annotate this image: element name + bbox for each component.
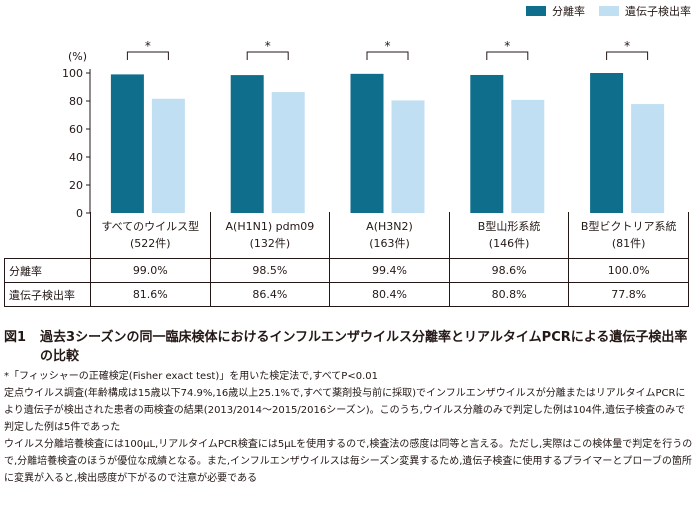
- significance-bracket: [366, 51, 409, 60]
- category-count: (163件): [369, 237, 410, 250]
- y-tick-label: 20: [69, 179, 83, 192]
- table-cell: 80.4%: [329, 282, 450, 307]
- category-cell-b-victoria: B型ビクトリア系統 (81件): [568, 212, 689, 259]
- bar-gene-detection: [271, 92, 305, 213]
- figure-caption: 図1 過去3シーズンの同一臨床検体におけるインフルエンザウイルス分離率とリアルタ…: [4, 328, 694, 487]
- bar-isolation: [110, 74, 144, 214]
- y-tick-label: 100: [62, 67, 83, 80]
- bar-isolation: [590, 73, 624, 213]
- category-name: すべてのウイルス型: [101, 220, 200, 233]
- table-cell: 86.4%: [209, 282, 331, 307]
- note-sensitivity: ウイルス分離培養検査には100μL,リアルタイムPCR検査には5μLを使用するの…: [4, 439, 693, 484]
- significance-bracket: [606, 51, 649, 60]
- note-survey: 定点ウイルス調査(年齢構成は15歳以下74.9%,16歳以上25.1%で,すべて…: [4, 388, 686, 433]
- table-cell: 99.4%: [329, 258, 450, 283]
- category-count: (146件): [488, 237, 530, 250]
- bar-isolation: [230, 75, 264, 213]
- category-cell-h1n1: A(H1N1) pdm09 (132件): [209, 212, 331, 259]
- significance-marker: *: [624, 39, 630, 53]
- table-cell: 99.0%: [90, 258, 211, 283]
- figure-title: 図1 過去3シーズンの同一臨床検体におけるインフルエンザウイルス分離率とリアルタ…: [4, 328, 694, 366]
- table-cell: 80.8%: [448, 282, 570, 307]
- y-tick-label: 40: [69, 151, 83, 164]
- chart-legend: 分離率 遺伝子検出率: [512, 3, 691, 19]
- significance-bracket: [486, 51, 529, 60]
- category-name: A(H1N1) pdm09: [225, 220, 315, 233]
- figure-label: 図1: [4, 330, 27, 345]
- legend-label-gene-detection: 遺伝子検出率: [625, 5, 691, 18]
- y-axis-unit-label: (%): [68, 50, 87, 63]
- bar-isolation: [470, 74, 504, 214]
- legend-item-isolation: 分離率: [526, 3, 585, 19]
- legend-item-gene-detection: 遺伝子検出率: [599, 3, 691, 19]
- category-name: B型山形系統: [477, 220, 541, 233]
- significance-marker: *: [265, 39, 271, 53]
- table-cell: 98.5%: [209, 258, 331, 283]
- bar-isolation: [350, 73, 384, 213]
- category-count: (132件): [249, 237, 291, 250]
- figure-notes: *「フィッシャーの正確検定(Fisher exact test)」を用いた検定法…: [4, 368, 694, 487]
- data-table: すべてのウイルス型 (522件) A(H1N1) pdm09 (132件) A(H3…: [4, 212, 689, 307]
- significance-marker: *: [504, 39, 510, 53]
- y-tick-label: 80: [69, 95, 83, 108]
- figure-title-text: 過去3シーズンの同一臨床検体におけるインフルエンザウイルス分離率とリアルタイムP…: [40, 330, 688, 364]
- table-cell: 100.0%: [568, 258, 689, 283]
- category-cell-all: すべてのウイルス型 (522件): [90, 212, 211, 259]
- significance-bracket: [246, 51, 289, 60]
- category-cell-b-yamagata: B型山形系統 (146件): [448, 212, 570, 259]
- note-significance: *「フィッシャーの正確検定(Fisher exact test)」を用いた検定法…: [4, 371, 378, 382]
- bar-gene-detection: [511, 99, 545, 213]
- category-count: (81件): [611, 237, 646, 250]
- significance-bracket: [126, 51, 169, 60]
- significance-marker: *: [145, 39, 151, 53]
- legend-swatch-gene-detection: [599, 6, 619, 16]
- legend-swatch-isolation: [526, 6, 546, 16]
- legend-label-isolation: 分離率: [552, 5, 585, 18]
- category-name: A(H3N2): [366, 220, 413, 233]
- bar-gene-detection: [631, 104, 665, 213]
- bar-gene-detection: [151, 98, 185, 213]
- table-row-isolation: 分離率 99.0% 98.5% 99.4% 98.6% 100.0%: [4, 258, 689, 283]
- table-cell: 77.8%: [568, 282, 689, 307]
- table-cell: 98.6%: [448, 258, 570, 283]
- category-cell-h3n2: A(H3N2) (163件): [329, 212, 450, 259]
- table-cell: 81.6%: [90, 282, 211, 307]
- row-label: 遺伝子検出率: [4, 282, 91, 307]
- corner-cell: [4, 212, 91, 259]
- row-label: 分離率: [4, 258, 91, 283]
- y-tick-label: 60: [69, 123, 83, 136]
- category-row: すべてのウイルス型 (522件) A(H1N1) pdm09 (132件) A(H3…: [4, 212, 689, 259]
- bar-gene-detection: [391, 100, 425, 213]
- significance-marker: *: [385, 39, 391, 53]
- table-row-gene-detection: 遺伝子検出率 81.6% 86.4% 80.4% 80.8% 77.8%: [4, 282, 689, 307]
- category-count: (522件): [130, 237, 171, 250]
- category-name: B型ビクトリア系統: [580, 220, 677, 233]
